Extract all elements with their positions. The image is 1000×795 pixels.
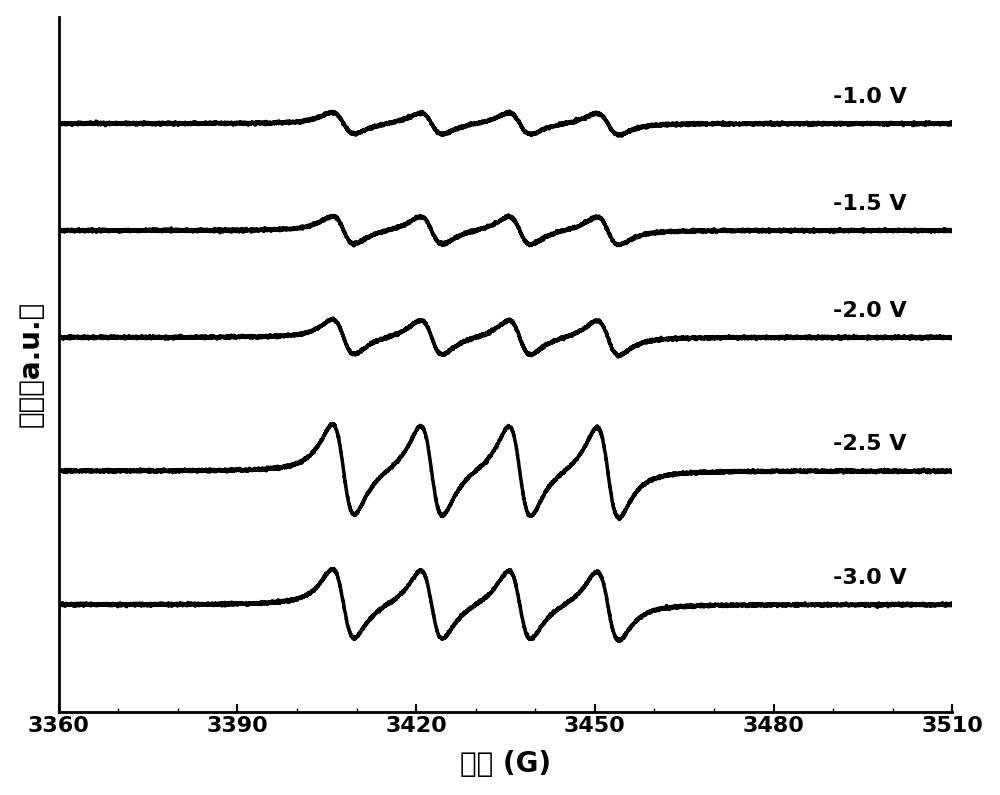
Y-axis label: 强度（a.u.）: 强度（a.u.） <box>17 301 45 427</box>
Text: -2.0 V: -2.0 V <box>833 301 907 320</box>
X-axis label: 磁场 (G): 磁场 (G) <box>460 750 551 778</box>
Text: -1.5 V: -1.5 V <box>833 194 907 214</box>
Text: -2.5 V: -2.5 V <box>833 434 907 454</box>
Text: -1.0 V: -1.0 V <box>833 87 907 107</box>
Text: -3.0 V: -3.0 V <box>833 568 907 588</box>
